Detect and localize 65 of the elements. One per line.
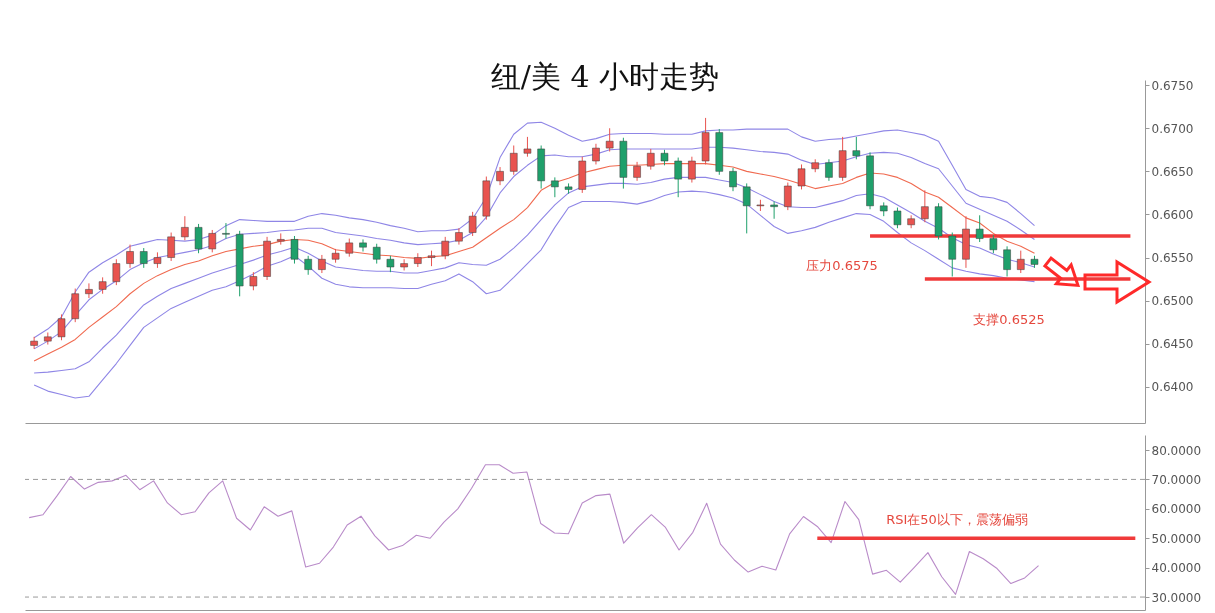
candlestick [742,182,751,234]
candlestick [194,223,203,254]
candlestick [729,167,737,192]
y-tick-label: 0.6400 [1151,380,1194,395]
candlestick [633,161,641,182]
candlestick [400,258,408,271]
y-tick-label: 0.6750 [1151,78,1194,93]
candlestick [304,255,312,276]
candlestick [167,232,175,262]
candlestick [523,136,532,158]
candlestick [372,243,381,265]
candlestick [222,222,230,240]
annotation: 压力0.6575 [806,258,878,273]
y-tick-label: 40.0000 [1151,561,1202,576]
y-tick-label: 0.6500 [1151,294,1194,309]
candlestick [975,214,984,243]
candlestick [1017,250,1025,274]
candlestick [989,234,998,254]
candlestick [359,238,367,252]
y-tick-label: 50.0000 [1151,531,1202,546]
y-tick-label: 80.0000 [1151,443,1202,458]
y-tick-label: 0.6450 [1151,337,1194,352]
annotation: 支撑0.6525 [973,312,1045,327]
y-tick-label: 0.6700 [1151,121,1194,136]
y-tick-label: 30.0000 [1151,590,1202,605]
candlestick [496,166,504,186]
annotation: RSI在50以下，震荡偏弱 [886,512,1028,527]
candlestick [688,156,696,184]
candlestick [948,232,957,277]
candlestick [770,201,778,220]
candlestick [825,158,833,182]
candlestick [674,157,682,198]
candlestick [249,271,258,291]
candlestick [139,247,148,269]
y-tick-label: 70.0000 [1151,472,1202,487]
candlestick [647,148,655,171]
candlestick [30,336,38,350]
candlestick [784,182,792,211]
candlestick [797,163,806,190]
chart-title: 纽/美 4 小时走势 [490,59,720,95]
candlestick [1003,245,1011,277]
candlestick [85,282,93,299]
candlestick [509,145,518,176]
candlestick [921,189,929,223]
candlestick [605,127,614,153]
y-tick-label: 0.6600 [1151,207,1194,222]
y-tick-label: 0.6650 [1151,164,1194,179]
candlestick [112,258,121,286]
candlestick [57,313,66,341]
candlestick [852,136,861,160]
candlestick [126,244,134,269]
candlestick [441,236,449,260]
candlestick [551,176,559,198]
candlestick [893,207,902,229]
line-series [28,464,1040,595]
candlestick [181,215,189,241]
candlestick [907,214,915,229]
candlestick [290,235,299,265]
candlestick [208,229,217,253]
candlestick [468,211,477,237]
candlestick [345,238,354,258]
candlestick [592,143,600,165]
y-tick-label: 60.0000 [1151,502,1202,517]
y-tick-label: 0.6550 [1151,251,1194,266]
candlestick [318,254,326,274]
